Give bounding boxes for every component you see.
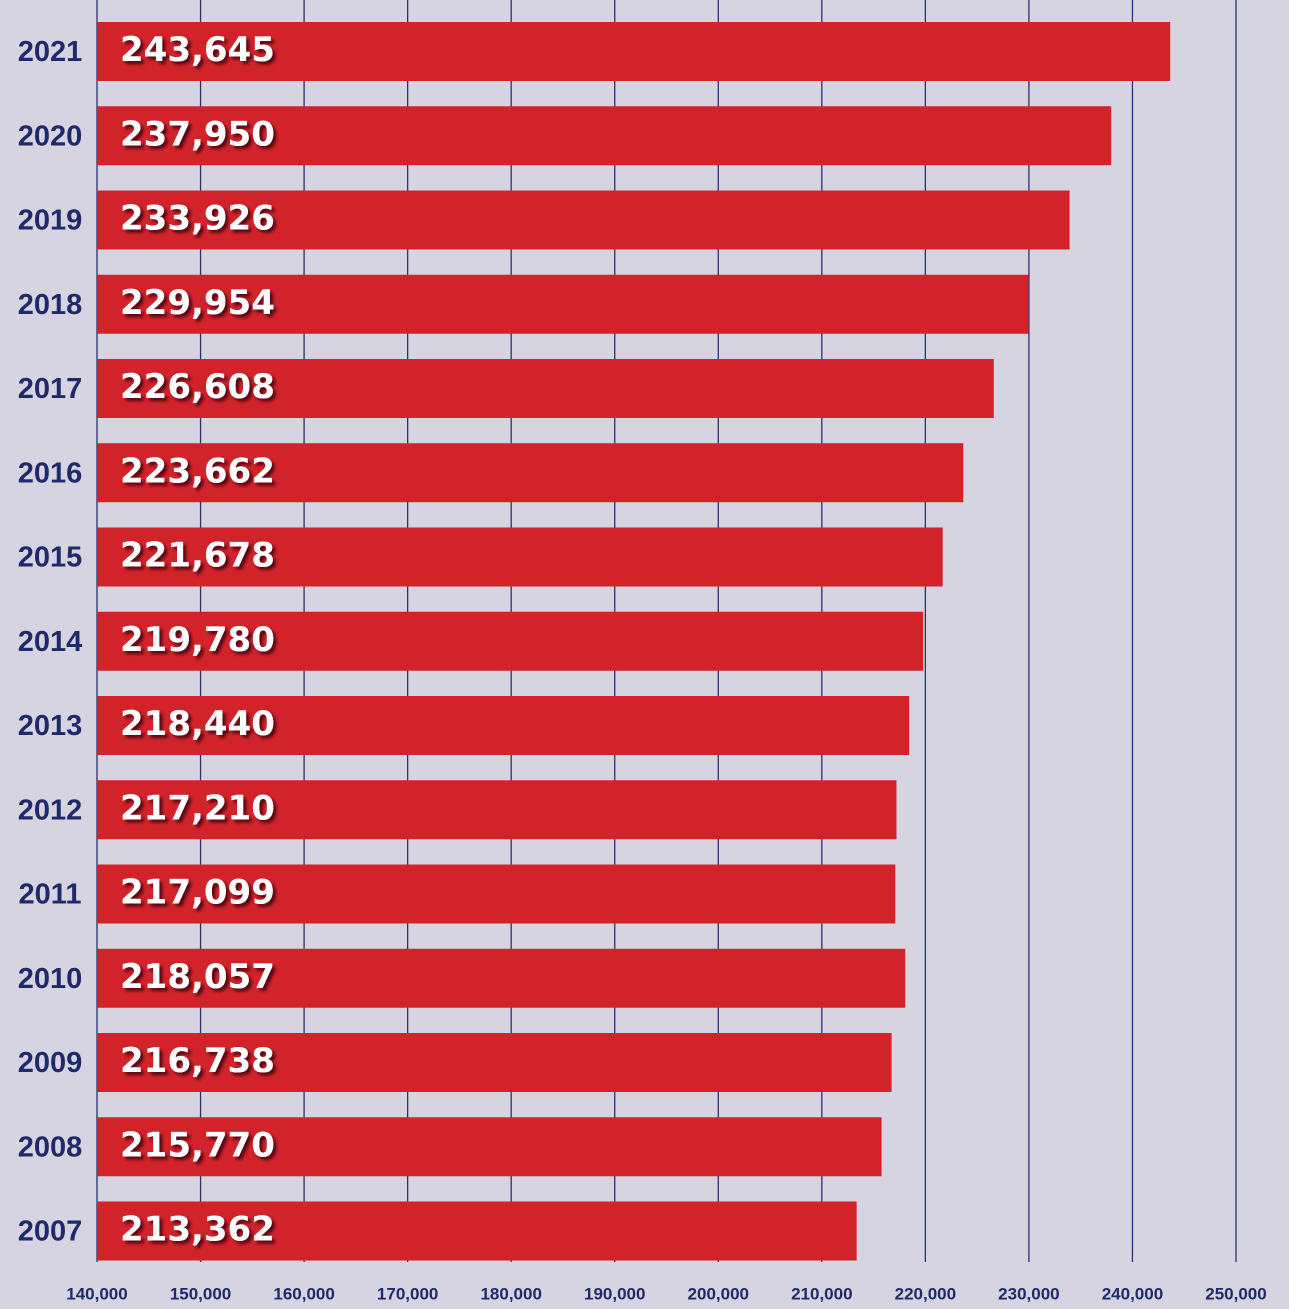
- bar: [97, 527, 943, 587]
- y-tick-label: 2020: [18, 120, 83, 152]
- value-label: 226,608: [120, 367, 275, 407]
- value-label: 216,738: [120, 1041, 275, 1081]
- bar: [97, 443, 964, 503]
- value-label: 233,926: [120, 199, 275, 239]
- x-tick-label: 210,000: [791, 1284, 852, 1303]
- x-tick-label: 250,000: [1205, 1284, 1266, 1303]
- bar: [97, 106, 1112, 166]
- value-label: 217,099: [120, 873, 275, 913]
- bar: [97, 780, 897, 840]
- bar: [97, 611, 924, 671]
- bar: [97, 274, 1029, 334]
- bar: [97, 864, 896, 924]
- y-tick-label: 2007: [18, 1216, 83, 1248]
- y-tick-label: 2012: [18, 794, 83, 826]
- value-label: 218,440: [120, 704, 275, 744]
- y-tick-label: 2017: [18, 373, 83, 405]
- x-tick-label: 140,000: [66, 1284, 127, 1303]
- bar: [97, 190, 1070, 250]
- value-label: 221,678: [120, 536, 275, 576]
- bar: [97, 948, 906, 1008]
- bar: [97, 1033, 892, 1092]
- x-tick-label: 160,000: [273, 1284, 334, 1303]
- y-tick-label: 2013: [18, 710, 83, 742]
- value-label: 219,780: [120, 620, 275, 660]
- value-label: 213,362: [120, 1210, 275, 1250]
- value-label: 237,950: [120, 114, 275, 154]
- x-tick-label: 190,000: [584, 1284, 645, 1303]
- y-tick-label: 2009: [18, 1047, 83, 1079]
- y-tick-label: 2019: [18, 205, 83, 237]
- y-tick-label: 2018: [18, 289, 83, 321]
- value-label: 215,770: [120, 1125, 275, 1165]
- x-tick-label: 220,000: [895, 1284, 956, 1303]
- value-label: 229,954: [120, 283, 275, 323]
- x-tick-label: 240,000: [1102, 1284, 1163, 1303]
- bar: [97, 696, 910, 755]
- y-tick-label: 2015: [18, 542, 83, 574]
- y-tick-label: 2016: [18, 457, 83, 489]
- value-label: 223,662: [120, 451, 275, 491]
- bar: [97, 1117, 882, 1177]
- value-label: 217,210: [120, 788, 275, 828]
- y-tick-label: 2008: [18, 1131, 83, 1163]
- y-tick-label: 2011: [19, 879, 82, 911]
- bar: [97, 1201, 857, 1261]
- x-tick-label: 180,000: [480, 1284, 541, 1303]
- y-tick-label: 2021: [18, 36, 83, 68]
- x-tick-label: 170,000: [377, 1284, 438, 1303]
- value-label: 218,057: [120, 957, 275, 997]
- y-tick-label: 2010: [18, 963, 83, 995]
- x-tick-label: 150,000: [170, 1284, 231, 1303]
- x-tick-label: 230,000: [998, 1284, 1059, 1303]
- value-label: 243,645: [120, 30, 275, 70]
- y-tick-label: 2014: [18, 626, 83, 658]
- x-tick-label: 200,000: [688, 1284, 749, 1303]
- bar: [97, 22, 1171, 81]
- bar: [97, 359, 994, 418]
